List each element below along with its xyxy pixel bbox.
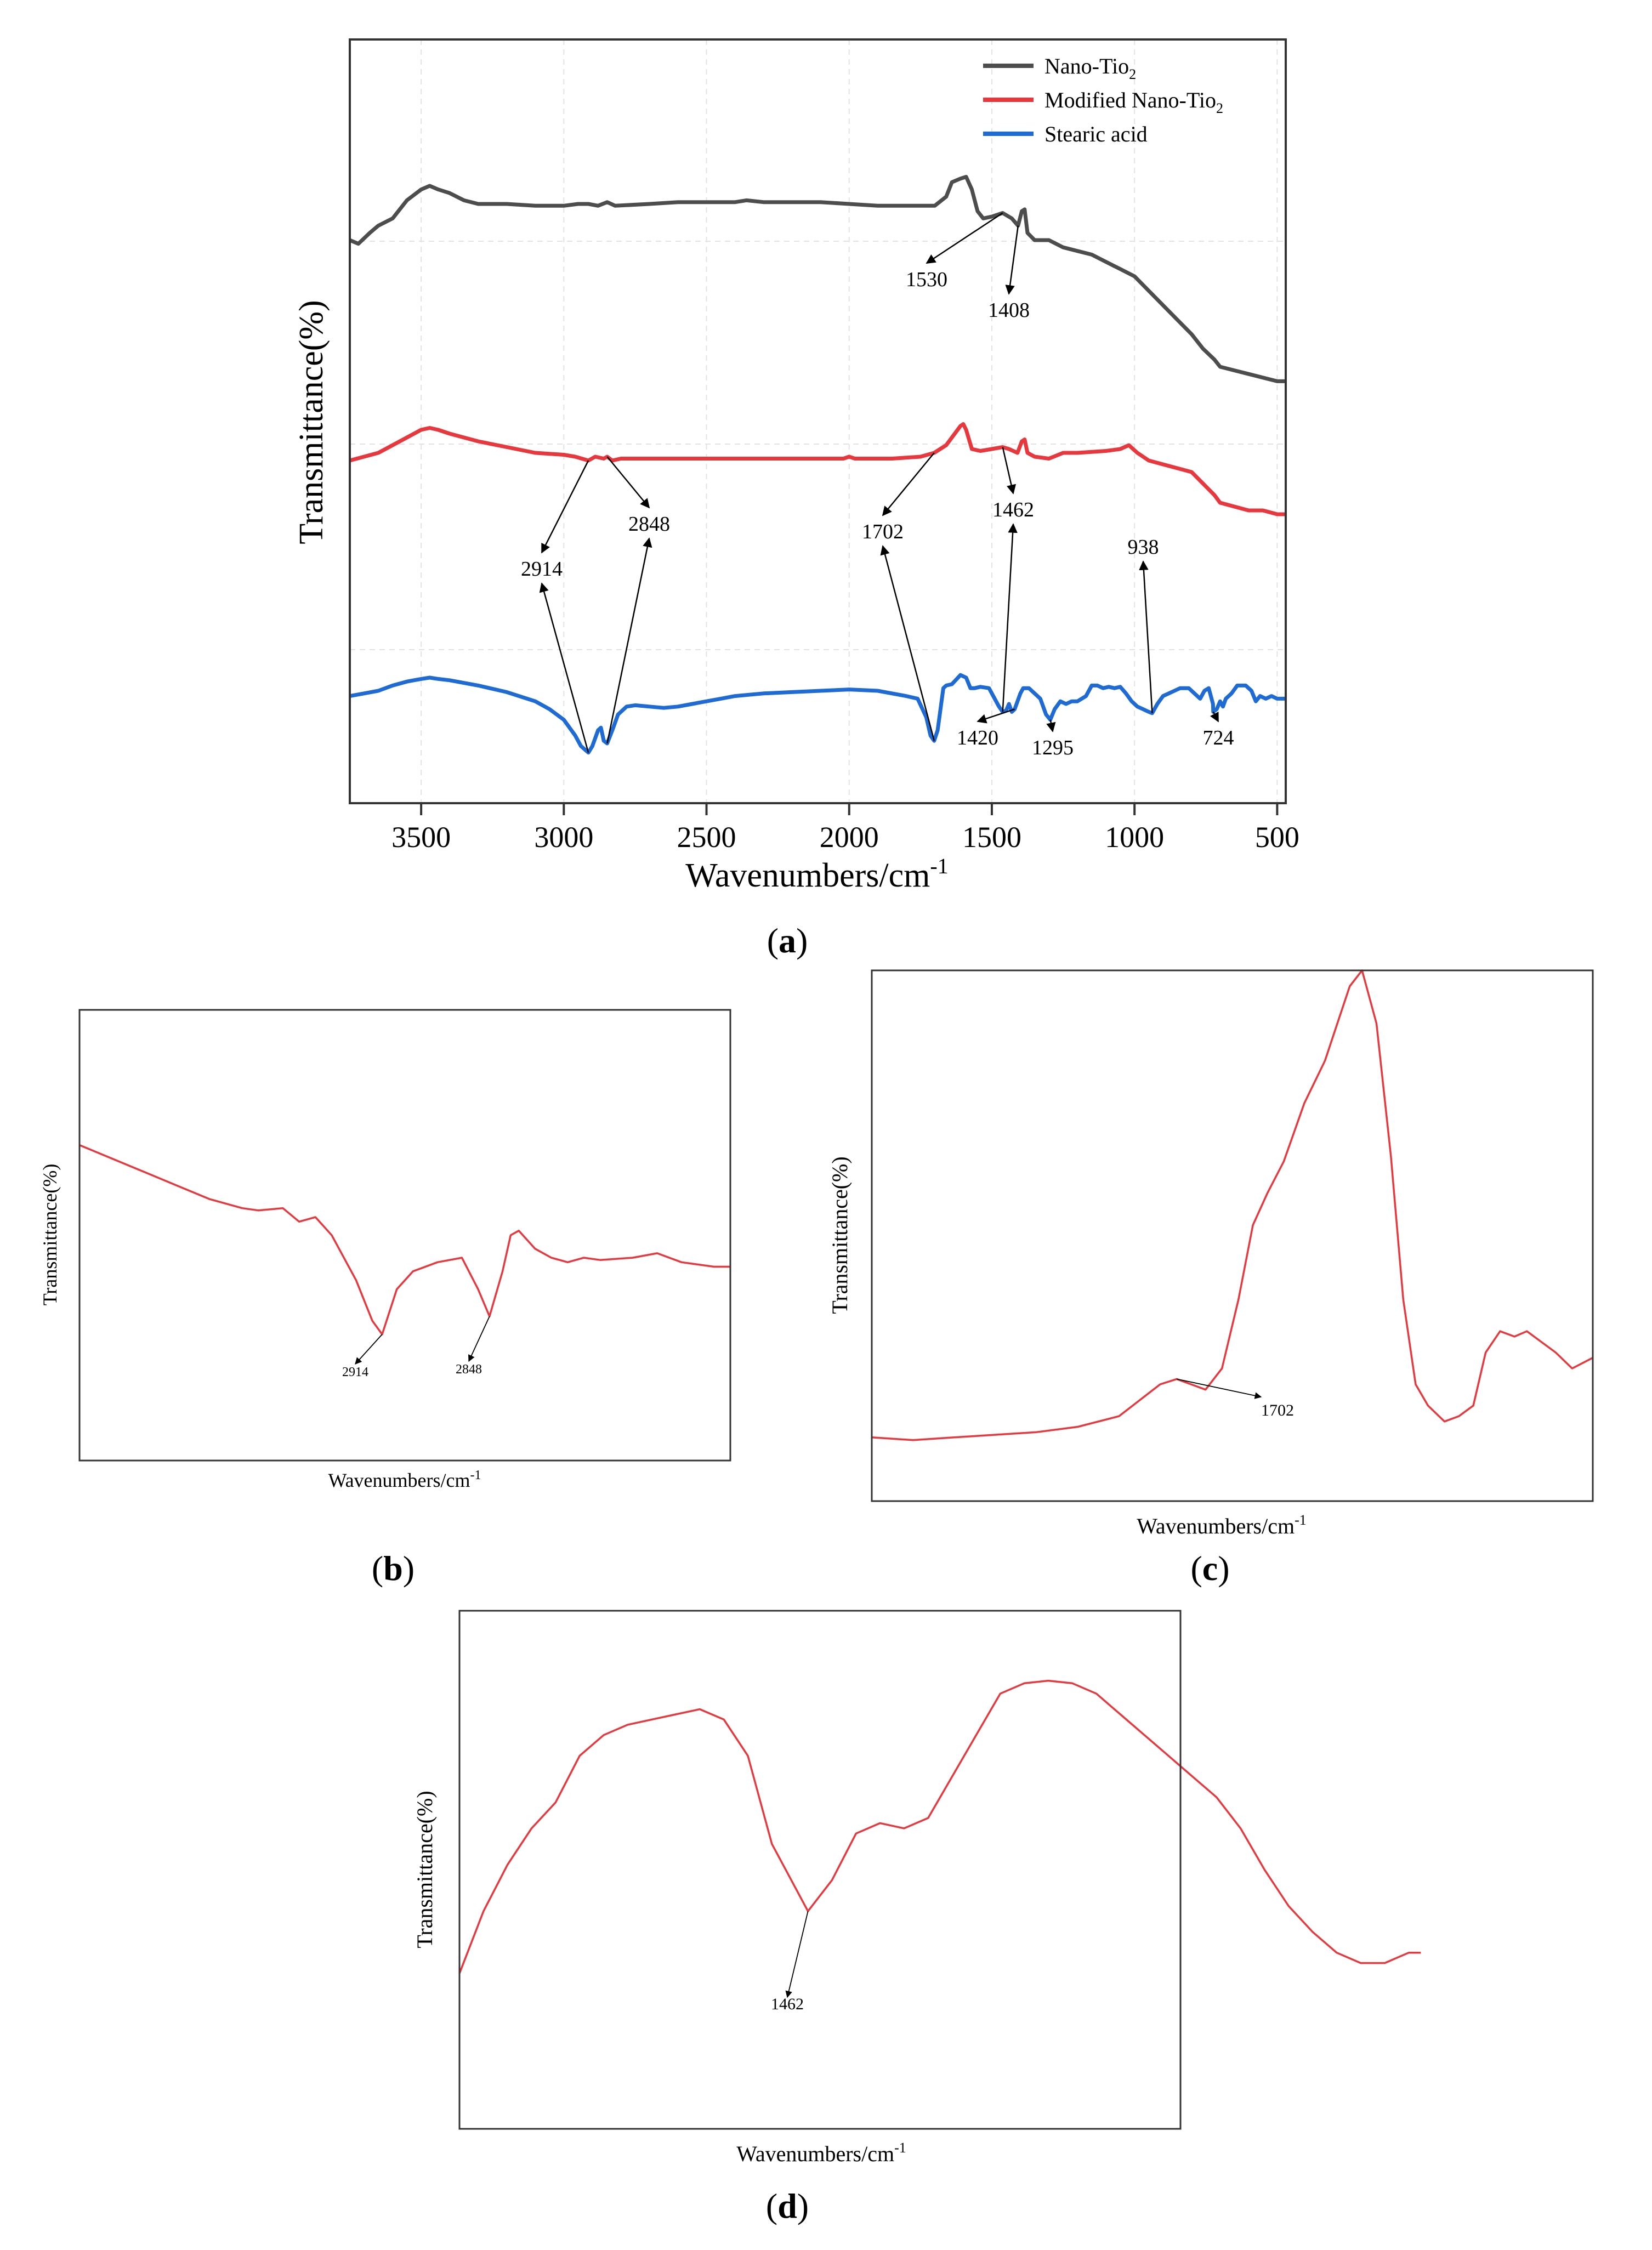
annotation-arrow-1462 xyxy=(1002,447,1017,495)
panel-a-caption: (a) xyxy=(767,921,808,960)
annotation-label-1702: 1702 xyxy=(862,520,904,543)
series-line-stearic-acid xyxy=(349,673,1286,755)
annotation-arrow-1408 xyxy=(1005,225,1019,295)
annotation-arrow-2914 xyxy=(541,460,589,554)
panel-a-annotations: 1530 1408 2914 2848 1702 1462 938 1420 1295 724 xyxy=(521,212,1234,759)
annotation-label-2848: 2848 xyxy=(456,1362,482,1377)
annotation-arrow-2848 xyxy=(606,537,652,744)
panel-c-x-axis-label: Wavenumbers/cm-1 xyxy=(1137,1512,1306,1538)
panel-a-series xyxy=(349,175,1286,755)
panel-b-caption: (b) xyxy=(372,1549,415,1588)
annotation-arrow-1462 xyxy=(1002,523,1018,712)
panel-a-legend: Nano-Tio2 Modified Nano-Tio2 Stearic acid xyxy=(983,54,1223,146)
annotation-arrow-1420 xyxy=(977,708,1015,724)
panel-c-plot-frame xyxy=(871,969,1594,1502)
x-tick-label: 2000 xyxy=(820,821,879,854)
annotation-arrow-938 xyxy=(1139,560,1153,713)
panel-d-caption: (d) xyxy=(766,2186,809,2225)
series-line-modified-nano-tio2-zoom xyxy=(79,1144,730,1336)
panel-a-y-axis-label: Transmittance(%) xyxy=(293,300,330,544)
annotation-arrow-1702 xyxy=(882,452,935,516)
panel-d-annotations: 1462 xyxy=(771,1911,809,2013)
annotation-label-1530: 1530 xyxy=(906,268,947,291)
series-line-modified-nano-tio2-zoom xyxy=(871,969,1593,1441)
x-tick-label: 500 xyxy=(1255,821,1299,854)
panel-d: 1462 Wavenumbers/cm-1 Transmittance(%) (… xyxy=(412,1610,1421,2225)
panel-d-plot-frame xyxy=(458,1610,1182,2130)
annotation-label-2914: 2914 xyxy=(521,558,563,581)
annotation-arrow-2914 xyxy=(355,1334,383,1365)
annotation-label-724: 724 xyxy=(1203,726,1234,749)
panel-d-y-axis-label: Transmittance(%) xyxy=(412,1791,437,1948)
annotation-label-1702: 1702 xyxy=(1261,1401,1294,1419)
panel-c-caption: (c) xyxy=(1190,1549,1229,1588)
annotation-arrow-2848 xyxy=(468,1316,490,1362)
panel-a: 1530 1408 2914 2848 1702 1462 938 1420 1295 724 3… xyxy=(293,38,1299,960)
annotation-arrow-2914 xyxy=(539,582,589,753)
legend-label-nano-tio: Nano-Tio2 xyxy=(1044,54,1136,82)
panel-a-plot-frame xyxy=(349,38,1287,804)
annotation-arrow-1530 xyxy=(926,212,1003,264)
annotation-label-1462: 1462 xyxy=(771,1995,804,2013)
annotation-arrow-1295 xyxy=(1046,719,1056,732)
panel-a-grid xyxy=(350,39,1286,803)
annotation-label-1462: 1462 xyxy=(992,498,1034,521)
x-tick-label: 1500 xyxy=(962,821,1021,854)
annotation-arrow-724 xyxy=(1210,711,1219,723)
panel-d-x-axis-label: Wavenumbers/cm-1 xyxy=(736,2140,906,2166)
panel-b-series xyxy=(79,1144,730,1336)
panel-a-x-axis-label: Wavenumbers/cm-1 xyxy=(685,854,948,894)
panel-c-annotations: 1702 xyxy=(1176,1378,1294,1419)
series-line-modified-nano-tio2-zoom xyxy=(458,1679,1421,1974)
legend-label-stearic-acid: Stearic acid xyxy=(1044,122,1148,146)
x-tick-label: 2500 xyxy=(677,821,736,854)
panel-d-series xyxy=(458,1679,1421,1974)
annotation-label-2914: 2914 xyxy=(342,1365,368,1379)
annotation-label-938: 938 xyxy=(1128,536,1159,559)
panel-c-y-axis-label: Transmittance(%) xyxy=(827,1156,852,1314)
panel-b-x-axis-label: Wavenumbers/cm-1 xyxy=(328,1468,481,1491)
panel-b-plot-frame xyxy=(78,1009,731,1462)
x-tick-label: 1000 xyxy=(1105,821,1164,854)
x-tick-label: 3500 xyxy=(391,821,451,854)
series-line-nano-tio xyxy=(349,175,1286,383)
annotation-arrow-1702 xyxy=(1176,1378,1262,1399)
annotation-label-1408: 1408 xyxy=(988,299,1030,322)
annotation-label-1295: 1295 xyxy=(1032,736,1074,759)
annotation-label-2848: 2848 xyxy=(628,513,670,536)
panel-c: 1702 Wavenumbers/cm-1 Transmittance(%) (… xyxy=(827,969,1594,1588)
annotation-label-1420: 1420 xyxy=(957,726,998,749)
annotation-arrow-1462 xyxy=(785,1911,809,1998)
panel-b: 2914 2848 Wavenumbers/cm-1 Transmittance(… xyxy=(39,1009,731,1588)
panel-b-annotations: 2914 2848 xyxy=(342,1316,490,1379)
panel-a-x-ticks: 3500 3000 2500 2000 1500 1000 500 xyxy=(391,803,1299,854)
panel-c-series xyxy=(871,969,1593,1441)
series-line-modified-nano-tio xyxy=(349,422,1286,516)
annotation-arrow-1702 xyxy=(880,545,935,741)
panel-b-y-axis-label: Transmittance(%) xyxy=(39,1164,61,1306)
x-tick-label: 3000 xyxy=(534,821,593,854)
legend-label-modified-nano-tio: Modified Nano-Tio2 xyxy=(1044,88,1223,116)
annotation-arrow-2848 xyxy=(606,456,650,509)
